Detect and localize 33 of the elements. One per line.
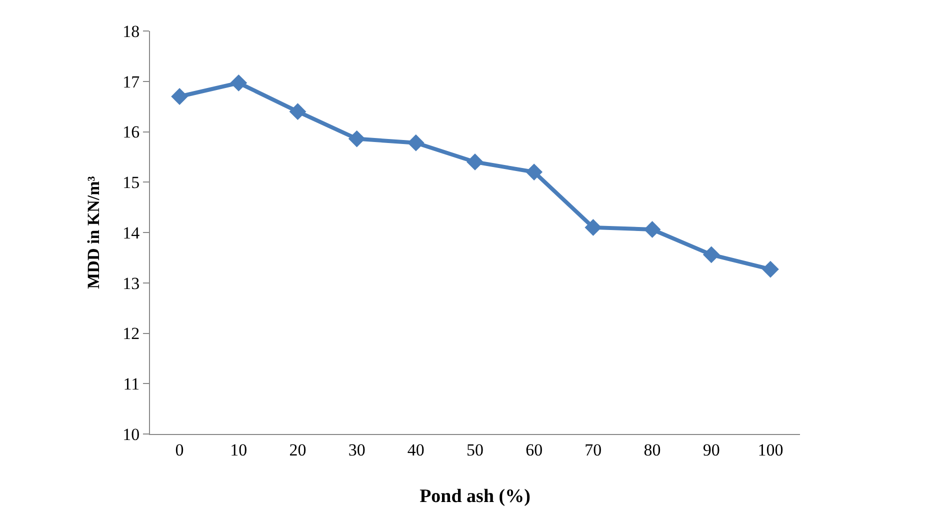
point xyxy=(526,164,543,180)
x-tick-label: 0 xyxy=(175,440,184,460)
y-tick-label: 11 xyxy=(123,374,140,394)
point xyxy=(644,221,661,238)
point xyxy=(348,130,366,148)
y-tick-label: 16 xyxy=(122,122,140,142)
y-tick-label: 12 xyxy=(122,324,140,344)
x-tick-label: 50 xyxy=(466,440,484,460)
x-tick-label: 70 xyxy=(584,440,602,460)
point xyxy=(466,154,484,170)
x-tick-label: 90 xyxy=(702,440,720,460)
point xyxy=(702,246,720,264)
point xyxy=(289,103,306,120)
point xyxy=(584,219,602,236)
x-tick-label: 80 xyxy=(644,440,661,460)
y-tick-label: 15 xyxy=(122,173,140,192)
point xyxy=(762,260,779,278)
x-tick-label: 100 xyxy=(758,440,784,460)
y-tick-label: 17 xyxy=(122,72,140,92)
x-tick-label: 20 xyxy=(289,440,306,460)
point xyxy=(171,88,188,105)
x-tick-label: 10 xyxy=(230,440,248,460)
x-axis-title: Pond ash (%) xyxy=(420,486,530,508)
y-axis-title: MDD in KN/m³ xyxy=(84,176,104,289)
x-tick-label: 60 xyxy=(526,440,543,460)
y-tick-label: 10 xyxy=(122,424,140,444)
point xyxy=(407,134,424,152)
y-tick-label: 18 xyxy=(122,22,140,41)
y-tick-label: 13 xyxy=(122,274,140,293)
y-tick-label: 14 xyxy=(122,223,140,242)
point xyxy=(230,74,248,92)
x-tick-label: 40 xyxy=(407,440,424,460)
x-tick-label: 30 xyxy=(348,440,366,460)
